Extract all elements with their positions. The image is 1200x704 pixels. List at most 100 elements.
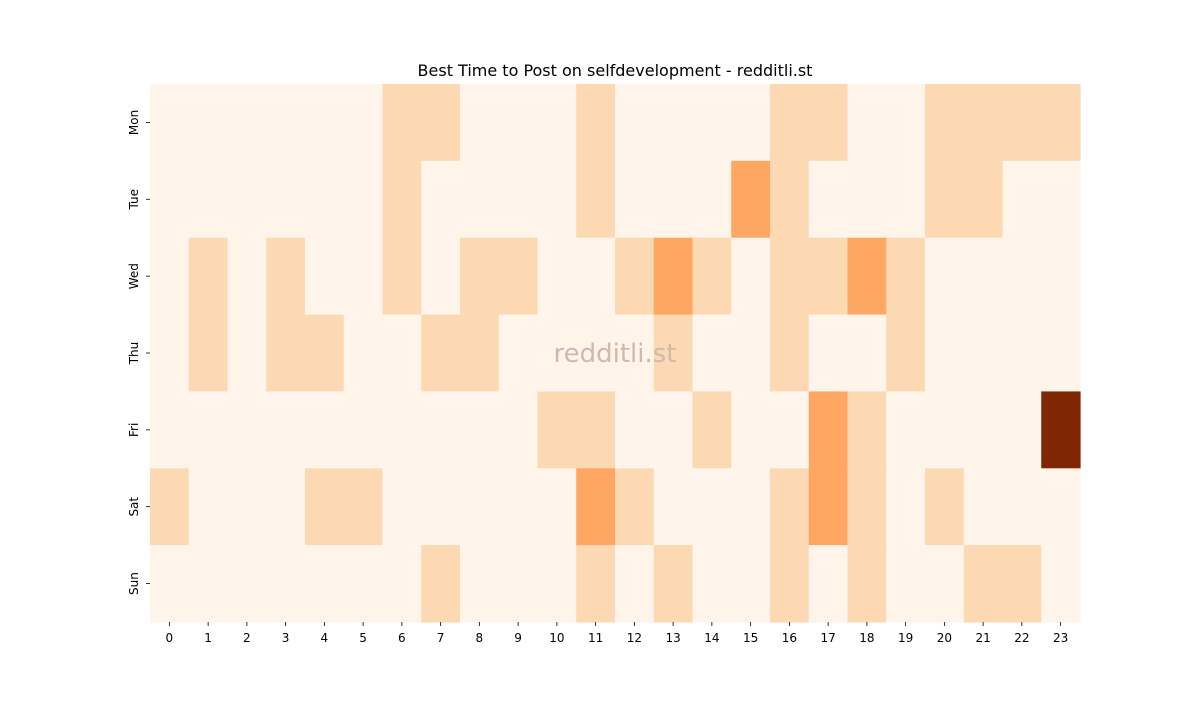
heatmap-cell-sun-16 — [770, 545, 810, 623]
heatmap-cell-tue-5 — [343, 160, 384, 239]
heatmap-cell-sat-20 — [925, 468, 965, 546]
heatmap-cell-wed-23 — [1041, 237, 1081, 316]
x-tick-label: 5 — [359, 631, 367, 645]
heatmap-cell-wed-18 — [847, 237, 887, 316]
heatmap-cell-sun-19 — [886, 545, 926, 623]
heatmap-cell-thu-12 — [615, 314, 655, 393]
heatmap-cell-tue-21 — [963, 160, 1004, 239]
heatmap-cell-sun-11 — [576, 545, 616, 623]
heatmap-cell-sun-1 — [188, 545, 229, 623]
heatmap-cell-fri-19 — [886, 391, 926, 469]
x-tick-label: 13 — [665, 631, 680, 645]
heatmap-cell-mon-4 — [305, 84, 345, 162]
heatmap-cell-thu-18 — [847, 314, 887, 393]
heatmap-cell-mon-14 — [692, 84, 732, 162]
heatmap-cell-mon-5 — [343, 84, 384, 162]
heatmap-cell-thu-15 — [731, 314, 771, 393]
heatmap-cell-sat-16 — [770, 468, 810, 546]
heatmap-cell-tue-17 — [808, 160, 849, 239]
heatmap-cell-fri-10 — [537, 391, 577, 469]
heatmap-cell-mon-2 — [227, 84, 267, 162]
heatmap-cell-mon-6 — [382, 84, 422, 162]
heatmap-cell-mon-15 — [731, 84, 771, 162]
heatmap-cell-wed-21 — [963, 237, 1004, 316]
heatmap-cell-sat-23 — [1041, 468, 1081, 546]
heatmap-cell-thu-22 — [1002, 314, 1042, 393]
heatmap-cell-sat-22 — [1002, 468, 1042, 546]
heatmap-cell-mon-0 — [150, 84, 190, 162]
heatmap-cell-wed-14 — [692, 237, 732, 316]
x-tick-label: 8 — [476, 631, 484, 645]
heatmap-cell-mon-22 — [1002, 84, 1042, 162]
heatmap-cell-sat-18 — [847, 468, 887, 546]
y-axis: Mon Tue Wed Thu Fri Sat Sun — [127, 110, 150, 595]
y-tick-label: Thu — [127, 342, 141, 366]
heatmap-cell-sat-4 — [305, 468, 345, 546]
heatmap-cell-thu-7 — [421, 314, 461, 393]
heatmap-cell-thu-10 — [537, 314, 577, 393]
heatmap-cell-sat-17 — [808, 468, 849, 546]
heatmap-cell-fri-12 — [615, 391, 655, 469]
heatmap-cell-sun-2 — [227, 545, 267, 623]
heatmap-cell-thu-3 — [266, 314, 306, 393]
x-tick-label: 0 — [166, 631, 174, 645]
heatmap-cell-wed-4 — [305, 237, 345, 316]
heatmap-cell-sat-21 — [963, 468, 1004, 546]
heatmap-cell-sun-0 — [150, 545, 190, 623]
heatmap-cell-thu-0 — [150, 314, 190, 393]
heatmap-cell-wed-20 — [925, 237, 965, 316]
heatmap-cell-fri-22 — [1002, 391, 1042, 469]
heatmap-cell-fri-4 — [305, 391, 345, 469]
x-tick-label: 9 — [514, 631, 522, 645]
heatmap-cell-thu-23 — [1041, 314, 1081, 393]
heatmap-cell-tue-4 — [305, 160, 345, 239]
heatmap-cell-mon-17 — [808, 84, 849, 162]
heatmap-cell-fri-2 — [227, 391, 267, 469]
heatmap-cell-sat-6 — [382, 468, 422, 546]
heatmap-cell-thu-6 — [382, 314, 422, 393]
y-tick-label: Sun — [127, 572, 141, 595]
x-tick-label: 1 — [204, 631, 212, 645]
x-tick-label: 18 — [859, 631, 874, 645]
heatmap-cell-sun-5 — [343, 545, 384, 623]
heatmap-cell-mon-9 — [498, 84, 539, 162]
heatmap-cell-tue-13 — [653, 160, 694, 239]
heatmap-cell-sun-17 — [808, 545, 849, 623]
heatmap-cell-sun-4 — [305, 545, 345, 623]
heatmap-cell-tue-12 — [615, 160, 655, 239]
heatmap-cell-sat-8 — [460, 468, 500, 546]
x-tick-label: 7 — [437, 631, 445, 645]
heatmap-cell-tue-15 — [731, 160, 771, 239]
heatmap-cell-fri-15 — [731, 391, 771, 469]
heatmap-cell-fri-11 — [576, 391, 616, 469]
heatmap-cell-mon-13 — [653, 84, 694, 162]
heatmap-cells — [150, 84, 1081, 623]
heatmap-cell-mon-8 — [460, 84, 500, 162]
heatmap-cell-sat-3 — [266, 468, 306, 546]
heatmap-cell-sun-3 — [266, 545, 306, 623]
heatmap-cell-thu-1 — [188, 314, 229, 393]
heatmap-cell-tue-8 — [460, 160, 500, 239]
heatmap-cell-wed-17 — [808, 237, 849, 316]
heatmap-cell-mon-23 — [1041, 84, 1081, 162]
heatmap-cell-sun-20 — [925, 545, 965, 623]
heatmap-cell-sun-10 — [537, 545, 577, 623]
heatmap-cell-mon-19 — [886, 84, 926, 162]
heatmap-cell-sat-19 — [886, 468, 926, 546]
y-tick-label: Tue — [127, 189, 141, 211]
heatmap-cell-wed-9 — [498, 237, 539, 316]
heatmap-cell-tue-1 — [188, 160, 229, 239]
heatmap-cell-tue-18 — [847, 160, 887, 239]
heatmap-cell-sun-15 — [731, 545, 771, 623]
heatmap-cell-thu-14 — [692, 314, 732, 393]
x-tick-label: 20 — [937, 631, 952, 645]
heatmap-cell-wed-0 — [150, 237, 190, 316]
heatmap-cell-thu-9 — [498, 314, 539, 393]
heatmap-cell-fri-14 — [692, 391, 732, 469]
heatmap-cell-sun-23 — [1041, 545, 1081, 623]
heatmap-cell-tue-11 — [576, 160, 616, 239]
heatmap-cell-sun-21 — [963, 545, 1004, 623]
x-tick-label: 2 — [243, 631, 251, 645]
